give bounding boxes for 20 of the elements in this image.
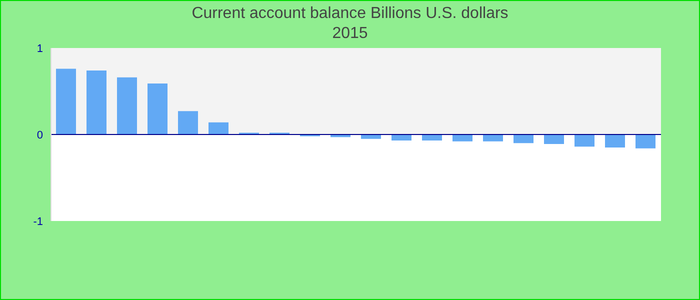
- y-tick-label: -1: [33, 216, 43, 228]
- bar: [422, 134, 442, 141]
- bar: [86, 70, 106, 134]
- bar: [148, 83, 168, 134]
- bar: [605, 134, 625, 148]
- bar: [483, 134, 503, 142]
- bar: [574, 134, 594, 147]
- y-tick-label: 0: [36, 129, 43, 142]
- bar: [544, 134, 564, 144]
- bar: [452, 134, 472, 142]
- bar: [117, 77, 137, 134]
- bar: [392, 134, 412, 141]
- bar: [56, 68, 76, 134]
- bar: [636, 134, 656, 148]
- chart-subtitle: 2015: [331, 24, 369, 44]
- bar: [178, 111, 198, 134]
- bar: [208, 122, 228, 134]
- bar: [514, 134, 534, 144]
- y-tick-label: 1: [36, 42, 43, 55]
- chart-title: Current account balance Billions U.S. dollars: [190, 4, 510, 24]
